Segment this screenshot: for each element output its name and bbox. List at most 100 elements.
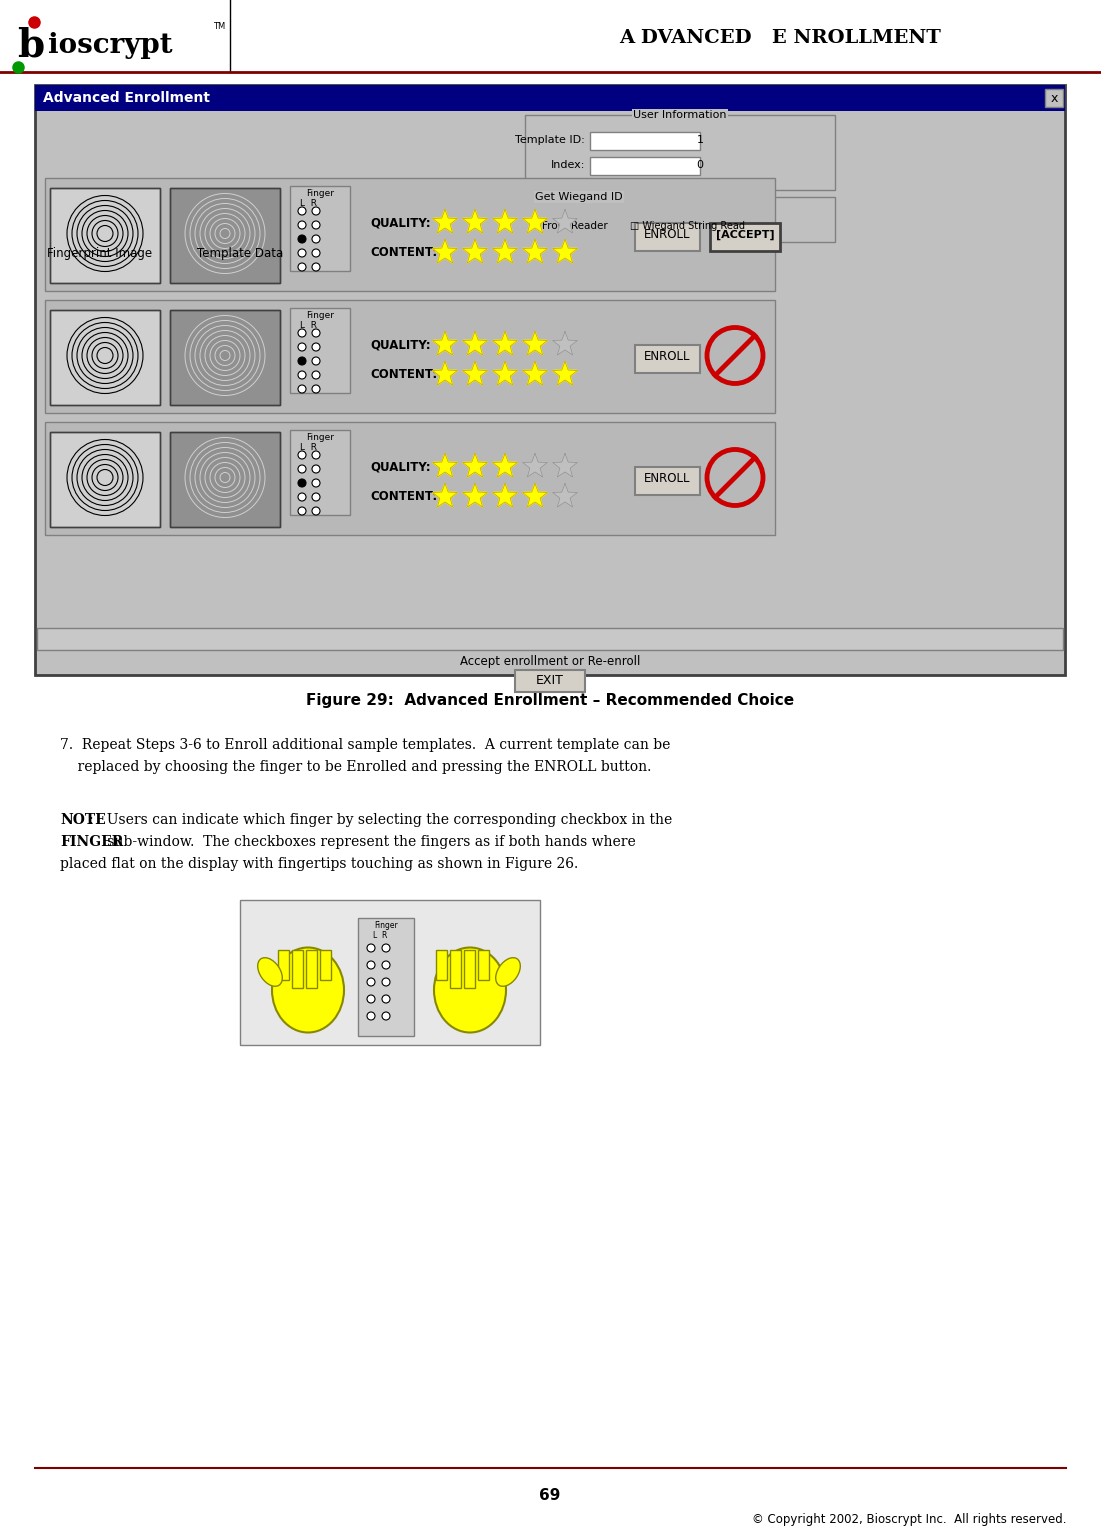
- Circle shape: [298, 235, 306, 242]
- Polygon shape: [553, 239, 577, 262]
- Bar: [1045, 89, 1062, 107]
- Circle shape: [312, 235, 320, 242]
- Polygon shape: [462, 210, 488, 233]
- Circle shape: [312, 221, 320, 229]
- Polygon shape: [433, 362, 457, 385]
- Circle shape: [382, 960, 390, 969]
- Bar: [37, 627, 1062, 650]
- Text: Accept enrollment or Re-enroll: Accept enrollment or Re-enroll: [460, 655, 640, 667]
- Bar: [50, 433, 160, 528]
- Ellipse shape: [258, 957, 282, 986]
- Text: sub-window.  The checkboxes represent the fingers as if both hands where: sub-window. The checkboxes represent the…: [103, 834, 636, 848]
- Circle shape: [298, 371, 306, 379]
- Circle shape: [298, 207, 306, 215]
- Text: ENROLL: ENROLL: [644, 229, 690, 241]
- Ellipse shape: [495, 957, 521, 986]
- Circle shape: [312, 344, 320, 351]
- Bar: [464, 950, 475, 988]
- Text: Get Wiegand ID: Get Wiegand ID: [535, 192, 623, 202]
- Ellipse shape: [434, 948, 506, 1032]
- Text: CONTENT:: CONTENT:: [370, 368, 437, 380]
- Bar: [50, 310, 160, 405]
- Circle shape: [298, 479, 306, 486]
- Polygon shape: [523, 331, 547, 354]
- Ellipse shape: [272, 948, 344, 1032]
- Circle shape: [312, 492, 320, 502]
- Text: EXIT: EXIT: [536, 675, 564, 687]
- Polygon shape: [553, 362, 577, 385]
- Bar: [170, 433, 280, 528]
- Bar: [50, 433, 160, 528]
- Circle shape: [382, 979, 390, 986]
- Polygon shape: [433, 483, 457, 508]
- Bar: [290, 430, 350, 515]
- Polygon shape: [492, 210, 517, 233]
- Text: Fingerprint Image: Fingerprint Image: [47, 247, 153, 259]
- Text: 1: 1: [697, 135, 704, 146]
- Circle shape: [298, 465, 306, 472]
- Text: FINGER: FINGER: [59, 834, 123, 848]
- Bar: [590, 132, 700, 150]
- Polygon shape: [553, 483, 577, 508]
- Bar: [635, 345, 700, 373]
- Polygon shape: [462, 454, 488, 477]
- Text: A DVANCED   E NROLLMENT: A DVANCED E NROLLMENT: [619, 29, 941, 48]
- Polygon shape: [462, 362, 488, 385]
- Circle shape: [312, 357, 320, 365]
- Text: ioscrypt: ioscrypt: [48, 32, 173, 60]
- Polygon shape: [523, 483, 547, 508]
- Text: 0: 0: [697, 160, 704, 170]
- Circle shape: [367, 960, 375, 969]
- Bar: [292, 950, 303, 988]
- Bar: [635, 466, 700, 494]
- Circle shape: [312, 328, 320, 337]
- Text: L  R: L R: [299, 443, 316, 453]
- Polygon shape: [523, 210, 547, 233]
- Text: Finger: Finger: [306, 434, 334, 442]
- Text: b: b: [18, 26, 45, 64]
- Circle shape: [312, 385, 320, 393]
- Text: NOTE: NOTE: [59, 813, 106, 827]
- Bar: [50, 189, 160, 282]
- Circle shape: [367, 979, 375, 986]
- Bar: [170, 310, 280, 405]
- Circle shape: [298, 262, 306, 272]
- Circle shape: [298, 344, 306, 351]
- Circle shape: [367, 1012, 375, 1020]
- Circle shape: [298, 385, 306, 393]
- Polygon shape: [492, 362, 517, 385]
- Circle shape: [298, 249, 306, 258]
- Polygon shape: [433, 331, 457, 354]
- Bar: [450, 950, 461, 988]
- Polygon shape: [553, 454, 577, 477]
- Text: QUALITY:: QUALITY:: [370, 460, 430, 472]
- Polygon shape: [433, 454, 457, 477]
- Bar: [635, 222, 700, 250]
- Text: QUALITY:: QUALITY:: [370, 216, 430, 229]
- Bar: [240, 900, 539, 1045]
- Polygon shape: [492, 239, 517, 262]
- Polygon shape: [462, 331, 488, 354]
- Text: CONTENT:: CONTENT:: [370, 245, 437, 259]
- Polygon shape: [523, 362, 547, 385]
- Bar: [306, 950, 317, 988]
- Text: Figure 29:  Advanced Enrollment – Recommended Choice: Figure 29: Advanced Enrollment – Recomme…: [306, 692, 794, 707]
- Polygon shape: [492, 483, 517, 508]
- Circle shape: [367, 996, 375, 1003]
- Text: placed flat on the display with fingertips touching as shown in Figure 26.: placed flat on the display with fingerti…: [59, 858, 578, 871]
- Circle shape: [298, 508, 306, 515]
- Circle shape: [312, 451, 320, 459]
- Text: Finger: Finger: [306, 190, 334, 198]
- Bar: [45, 422, 775, 535]
- Text: □ Wiegand String Read: □ Wiegand String Read: [630, 221, 745, 232]
- Text: Index:: Index:: [550, 160, 585, 170]
- Circle shape: [312, 371, 320, 379]
- Polygon shape: [523, 454, 547, 477]
- Bar: [478, 950, 489, 980]
- Bar: [525, 115, 835, 190]
- Circle shape: [312, 465, 320, 472]
- Circle shape: [382, 996, 390, 1003]
- Polygon shape: [462, 239, 488, 262]
- Bar: [50, 189, 160, 282]
- Text: L  R: L R: [373, 931, 388, 940]
